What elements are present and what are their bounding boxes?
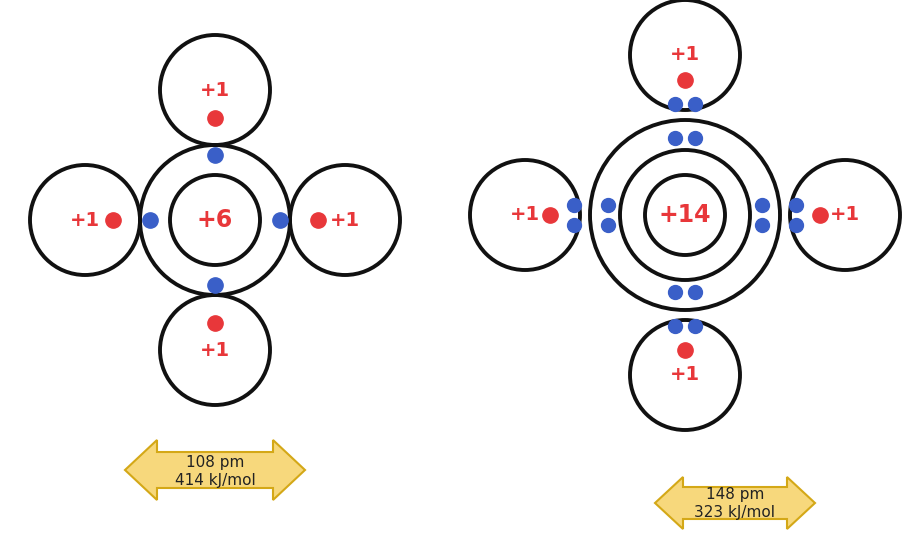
Text: +1: +1 xyxy=(70,211,100,229)
Text: +1: +1 xyxy=(200,80,230,100)
Text: +1: +1 xyxy=(200,340,230,360)
Text: 414 kJ/mol: 414 kJ/mol xyxy=(174,473,256,488)
Text: +6: +6 xyxy=(197,208,233,232)
Text: 108 pm: 108 pm xyxy=(186,455,244,470)
Text: +1: +1 xyxy=(830,205,860,225)
Text: +1: +1 xyxy=(510,205,540,225)
Text: +1: +1 xyxy=(670,46,700,64)
Text: +1: +1 xyxy=(670,366,700,384)
Text: +1: +1 xyxy=(330,211,360,229)
Text: 148 pm: 148 pm xyxy=(706,488,764,503)
Text: 323 kJ/mol: 323 kJ/mol xyxy=(695,505,775,520)
Polygon shape xyxy=(655,477,815,529)
Text: +14: +14 xyxy=(659,203,711,227)
Polygon shape xyxy=(125,440,305,500)
